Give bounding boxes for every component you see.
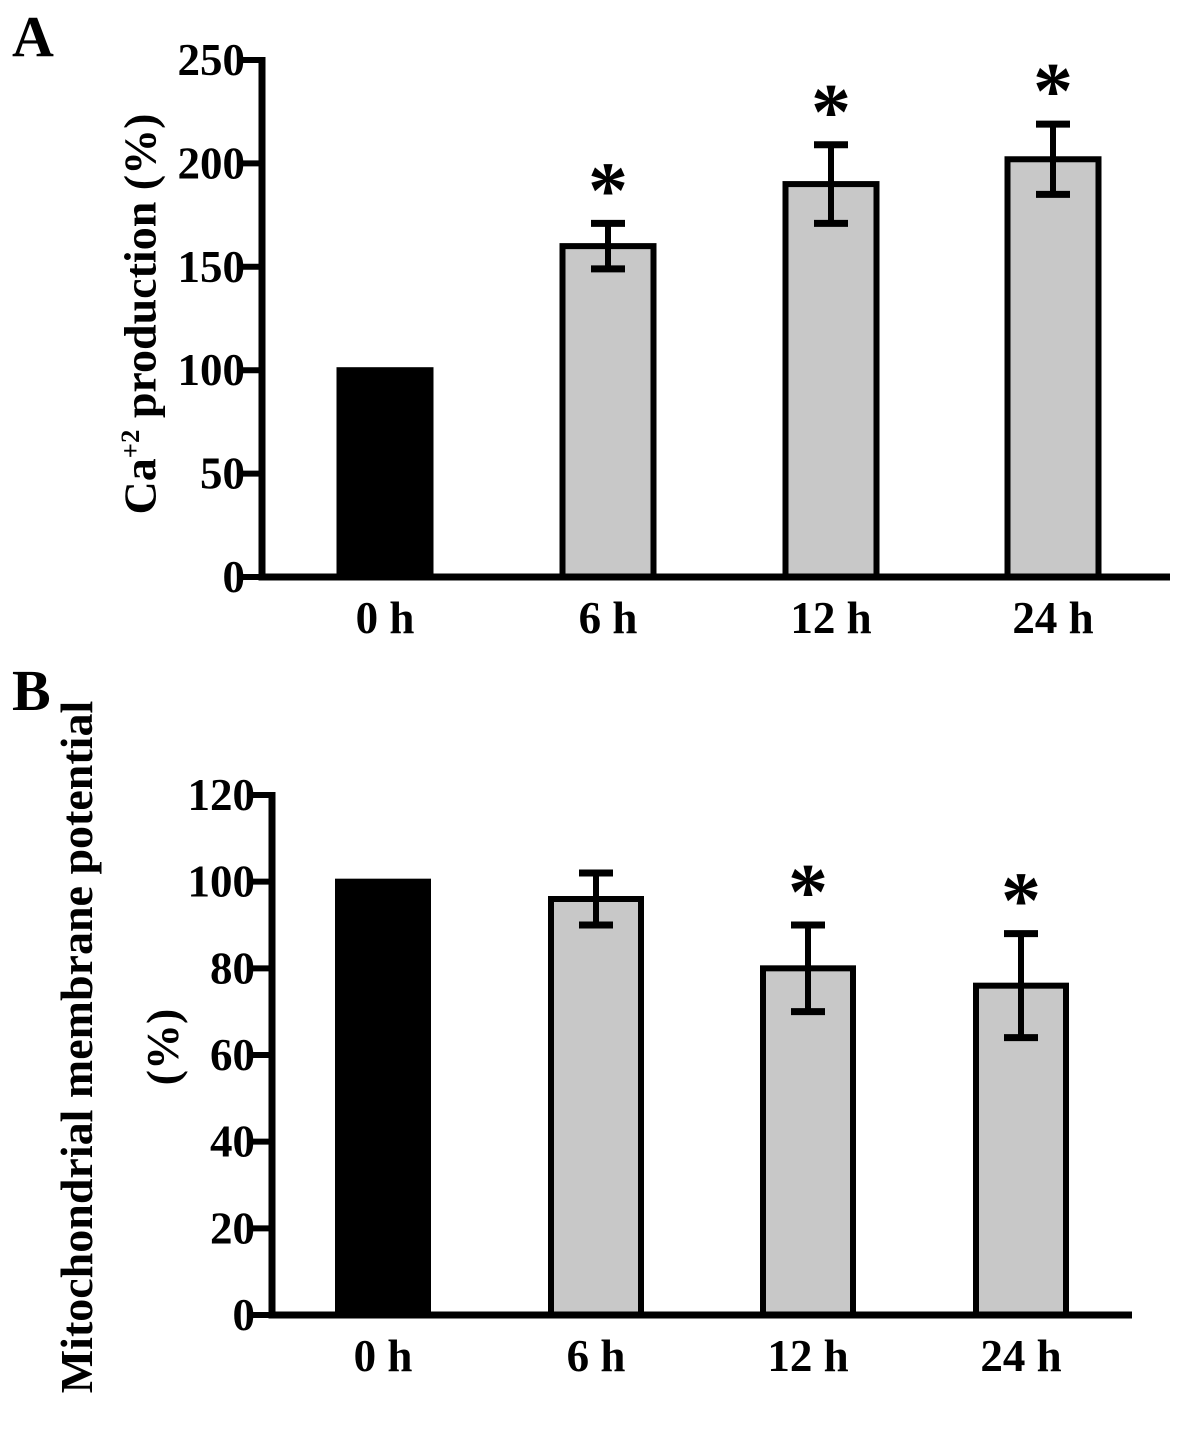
x-category-label-a-6h: 6 h: [579, 593, 638, 643]
y-tick-label-b-60: 60: [210, 1030, 255, 1080]
x-category-label-b-24h: 24 h: [980, 1331, 1061, 1381]
y-tick-label-b-120: 120: [188, 770, 256, 820]
y-tick-label-a-250: 250: [178, 35, 246, 85]
bar-b-0h: [335, 878, 431, 1319]
significance-asterisk-a-6h: *: [588, 147, 628, 235]
y-tick-label-a-50: 50: [200, 449, 245, 499]
y-tick-label-b-0: 0: [233, 1290, 256, 1340]
bar-a-0h: [336, 367, 434, 581]
bar-a-6h: [559, 243, 657, 580]
y-tick-label-a-100: 100: [178, 345, 246, 395]
y-tick-label-b-80: 80: [210, 943, 255, 993]
x-category-label-b-12h: 12 h: [767, 1331, 848, 1381]
x-category-label-b-0h: 0 h: [354, 1331, 413, 1381]
y-tick-label-a-0: 0: [223, 552, 246, 602]
significance-asterisk-a-12h: *: [811, 69, 851, 157]
x-category-label-b-6h: 6 h: [567, 1331, 626, 1381]
y-tick-label-b-40: 40: [210, 1117, 255, 1167]
significance-asterisk-a-24h: *: [1033, 48, 1073, 136]
significance-asterisk-b-12h: *: [788, 849, 828, 937]
bar-a-12h: [782, 181, 880, 581]
bar-b-6h: [548, 896, 644, 1318]
significance-asterisk-b-24h: *: [1001, 858, 1041, 946]
bar-a-24h: [1004, 156, 1102, 580]
x-category-label-a-0h: 0 h: [356, 593, 415, 643]
y-tick-label-a-200: 200: [178, 138, 246, 188]
x-category-label-a-24h: 24 h: [1012, 593, 1093, 643]
panel-a-label: A: [12, 4, 54, 69]
panel-b-label: B: [12, 658, 51, 723]
x-category-label-a-12h: 12 h: [790, 593, 871, 643]
bar-b-12h: [760, 965, 856, 1318]
y-tick-label-a-150: 150: [178, 242, 246, 292]
y-tick-label-b-100: 100: [188, 857, 256, 907]
y-tick-label-b-20: 20: [210, 1203, 255, 1253]
